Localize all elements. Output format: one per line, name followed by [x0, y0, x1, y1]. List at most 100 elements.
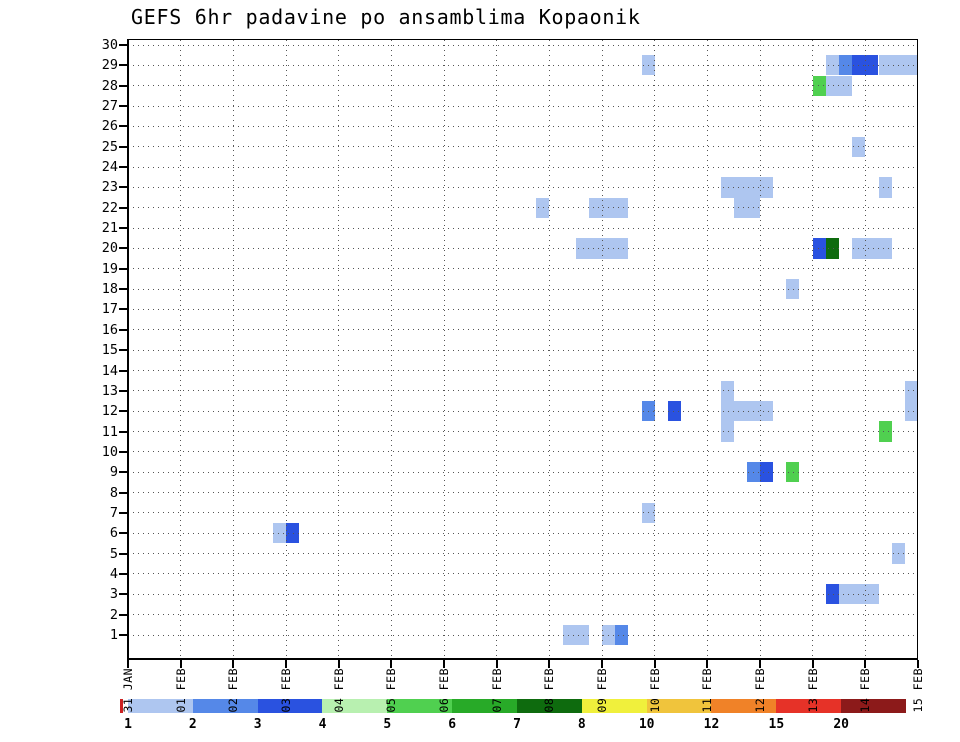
grid-line-v — [338, 40, 340, 660]
y-tick-mark — [119, 145, 127, 148]
y-tick-label: 4 — [109, 565, 118, 582]
colorbar-segment — [452, 699, 517, 713]
grid-line-v — [864, 40, 866, 660]
colorbar-segment — [776, 699, 842, 713]
y-tick-mark — [119, 471, 127, 474]
grid-line-v — [706, 40, 708, 660]
y-tick-label: 29 — [101, 57, 118, 74]
colorbar-label: 8 — [577, 717, 586, 732]
x-tick-mark — [337, 660, 340, 668]
y-tick-mark — [119, 247, 127, 250]
y-tick-mark — [119, 84, 127, 87]
grid-line-h — [128, 105, 918, 107]
colorbar-segment — [322, 699, 388, 713]
x-tick-label: 01 FEB — [173, 668, 188, 713]
y-tick-mark — [119, 267, 127, 270]
colorbar-segment — [192, 699, 258, 713]
grid-line-h — [128, 532, 918, 534]
colorbar-label: 4 — [318, 717, 327, 732]
y-tick-label: 12 — [101, 403, 118, 420]
grid-line-h — [128, 288, 918, 290]
x-tick-mark — [179, 660, 182, 668]
colorbar-label: 10 — [638, 717, 655, 732]
grid-line-h — [128, 512, 918, 514]
colorbar-label: 5 — [383, 717, 392, 732]
y-tick-label: 3 — [109, 586, 118, 603]
x-tick-label: 02 FEB — [226, 668, 241, 713]
x-tick-label: 05 FEB — [384, 668, 399, 713]
x-tick-label: 12 FEB — [753, 668, 767, 713]
grid-line-h — [128, 329, 918, 331]
grid-line-h — [128, 85, 918, 87]
y-tick-mark — [119, 634, 127, 636]
grid-line-h — [128, 390, 918, 392]
plot-area — [128, 40, 918, 660]
x-tick-mark — [759, 660, 761, 668]
grid-line-h — [128, 125, 918, 127]
y-tick-label: 23 — [101, 179, 118, 196]
y-tick-mark — [119, 430, 127, 433]
x-tick-mark — [601, 660, 603, 668]
y-tick-label: 18 — [101, 281, 118, 298]
y-tick-label: 20 — [101, 240, 118, 257]
colorbar-segment — [128, 699, 193, 713]
x-tick-label: 15 FEB — [911, 668, 925, 713]
colorbar-label: 7 — [513, 717, 521, 732]
grid-line-v — [601, 40, 603, 660]
colorbar-label: 12 — [703, 717, 720, 732]
grid-line-v — [654, 40, 656, 660]
x-tick-mark — [548, 660, 551, 668]
y-tick-mark — [119, 166, 127, 169]
y-tick-mark — [119, 105, 127, 108]
colorbar-label: 1 — [124, 717, 132, 732]
x-tick-label: 14 FEB — [858, 668, 873, 713]
grid-line-v — [759, 40, 761, 660]
colorbar-segment — [646, 699, 712, 713]
grid-line-h — [128, 451, 918, 453]
x-tick-mark — [390, 660, 393, 668]
x-tick-label: 13 FEB — [805, 668, 820, 713]
x-tick-label: 31 JAN — [121, 668, 135, 713]
y-tick-mark — [119, 552, 127, 555]
y-tick-label: 9 — [109, 464, 118, 481]
grid-line-h — [128, 634, 918, 636]
grid-line-h — [128, 553, 918, 555]
colorbar-left-cap — [120, 699, 123, 713]
grid-line-v — [496, 40, 498, 660]
grid-line-v — [548, 40, 550, 660]
grid-line-v — [285, 40, 287, 660]
colorbar — [128, 699, 906, 713]
y-tick-label: 16 — [101, 321, 118, 338]
x-tick-mark — [706, 660, 709, 668]
chart-title: GEFS 6hr padavine po ansamblima Kopaonik — [131, 5, 641, 29]
y-tick-label: 10 — [101, 443, 118, 460]
grid-line-h — [128, 166, 918, 168]
y-tick-label: 21 — [101, 220, 118, 237]
x-tick-mark — [495, 660, 498, 668]
grid-line-h — [128, 227, 918, 229]
y-tick-label: 6 — [109, 525, 118, 542]
x-tick-label: 04 FEB — [331, 668, 346, 713]
y-tick-mark — [119, 369, 127, 372]
colorbar-segment — [841, 699, 906, 713]
x-tick-label: 03 FEB — [279, 668, 293, 713]
y-tick-mark — [119, 206, 127, 209]
y-tick-label: 27 — [101, 98, 118, 115]
y-tick-mark — [119, 593, 127, 596]
y-tick-label: 24 — [101, 159, 118, 176]
y-tick-label: 2 — [109, 606, 118, 623]
grid-line-h — [128, 247, 918, 249]
grid-line-h — [128, 593, 918, 595]
colorbar-label: 20 — [833, 717, 849, 732]
y-tick-mark — [119, 450, 127, 453]
y-tick-mark — [119, 125, 127, 128]
x-tick-label: 11 FEB — [700, 668, 715, 713]
y-tick-mark — [119, 288, 127, 291]
colorbar-segment — [257, 699, 323, 713]
y-tick-label: 30 — [101, 37, 118, 53]
grid-line-h — [128, 431, 918, 433]
y-tick-label: 17 — [101, 301, 118, 318]
grid-line-h — [128, 186, 918, 188]
colorbar-label: 2 — [188, 717, 197, 732]
grid-line-v — [232, 40, 234, 660]
